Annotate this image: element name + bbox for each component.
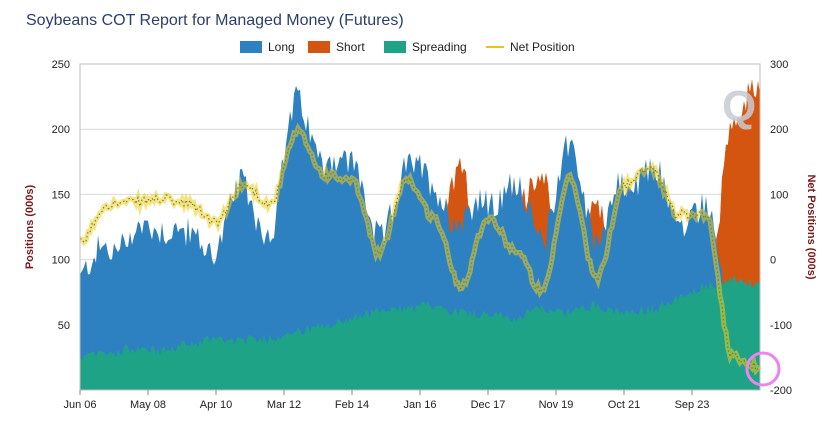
- x-tick-label-0: Jun 06: [63, 399, 96, 411]
- legend-label-long: Long: [268, 40, 295, 54]
- chart-title: Soybeans COT Report for Managed Money (F…: [26, 12, 404, 29]
- left-tick-200: 200: [52, 124, 70, 136]
- legend-label-short: Short: [336, 40, 365, 54]
- right-tick-0: 0: [770, 255, 776, 267]
- left-axis-title: Positions (000s): [24, 184, 36, 269]
- left-tick-250: 250: [52, 59, 70, 71]
- left-axis-ticks: 250 200 150 100 50: [52, 59, 70, 332]
- right-tick-300: 300: [770, 59, 788, 71]
- series-area-spreading: [80, 274, 760, 390]
- left-tick-100: 100: [52, 255, 70, 267]
- x-tick-label-7: Nov 19: [539, 399, 574, 411]
- x-tick-label-3: Mar 12: [267, 399, 301, 411]
- x-axis-ticks: Jun 06 May 08 Apr 10 Mar 12 Feb 14 Jan 16 Dec …: [63, 390, 709, 411]
- series-areas: [80, 79, 760, 391]
- x-tick-label-1: May 08: [130, 399, 166, 411]
- x-tick-label-8: Oct 21: [608, 399, 640, 411]
- legend-label-net-position: Net Position: [510, 40, 575, 54]
- left-tick-150: 150: [52, 189, 70, 201]
- right-tick--100: -100: [770, 320, 792, 332]
- x-tick-label-9: Sep 23: [675, 399, 710, 411]
- right-tick--200: -200: [770, 385, 792, 397]
- x-tick-label-6: Dec 17: [471, 399, 506, 411]
- highlight-circle: [745, 351, 781, 387]
- x-tick-label-2: Apr 10: [200, 399, 232, 411]
- right-axis-title: Net Positions (000s): [805, 174, 817, 279]
- right-axis-ticks: 300 200 100 0 -100 -200: [770, 59, 792, 397]
- legend-swatch-long: [240, 41, 262, 53]
- legend: Long Short Spreading Net Position: [240, 40, 575, 54]
- net-position-line-group: [79, 122, 762, 376]
- legend-label-spreading: Spreading: [412, 40, 467, 54]
- legend-swatch-short: [308, 41, 330, 53]
- legend-swatch-spreading: [384, 41, 406, 53]
- net-position-line: [79, 126, 761, 372]
- right-tick-100: 100: [770, 189, 788, 201]
- left-tick-50: 50: [58, 320, 70, 332]
- x-tick-label-4: Feb 14: [335, 399, 369, 411]
- right-tick-200: 200: [770, 124, 788, 136]
- watermark-letter: Q: [722, 82, 756, 131]
- x-tick-label-5: Jan 16: [403, 399, 436, 411]
- quandl-watermark: Q: [722, 82, 756, 131]
